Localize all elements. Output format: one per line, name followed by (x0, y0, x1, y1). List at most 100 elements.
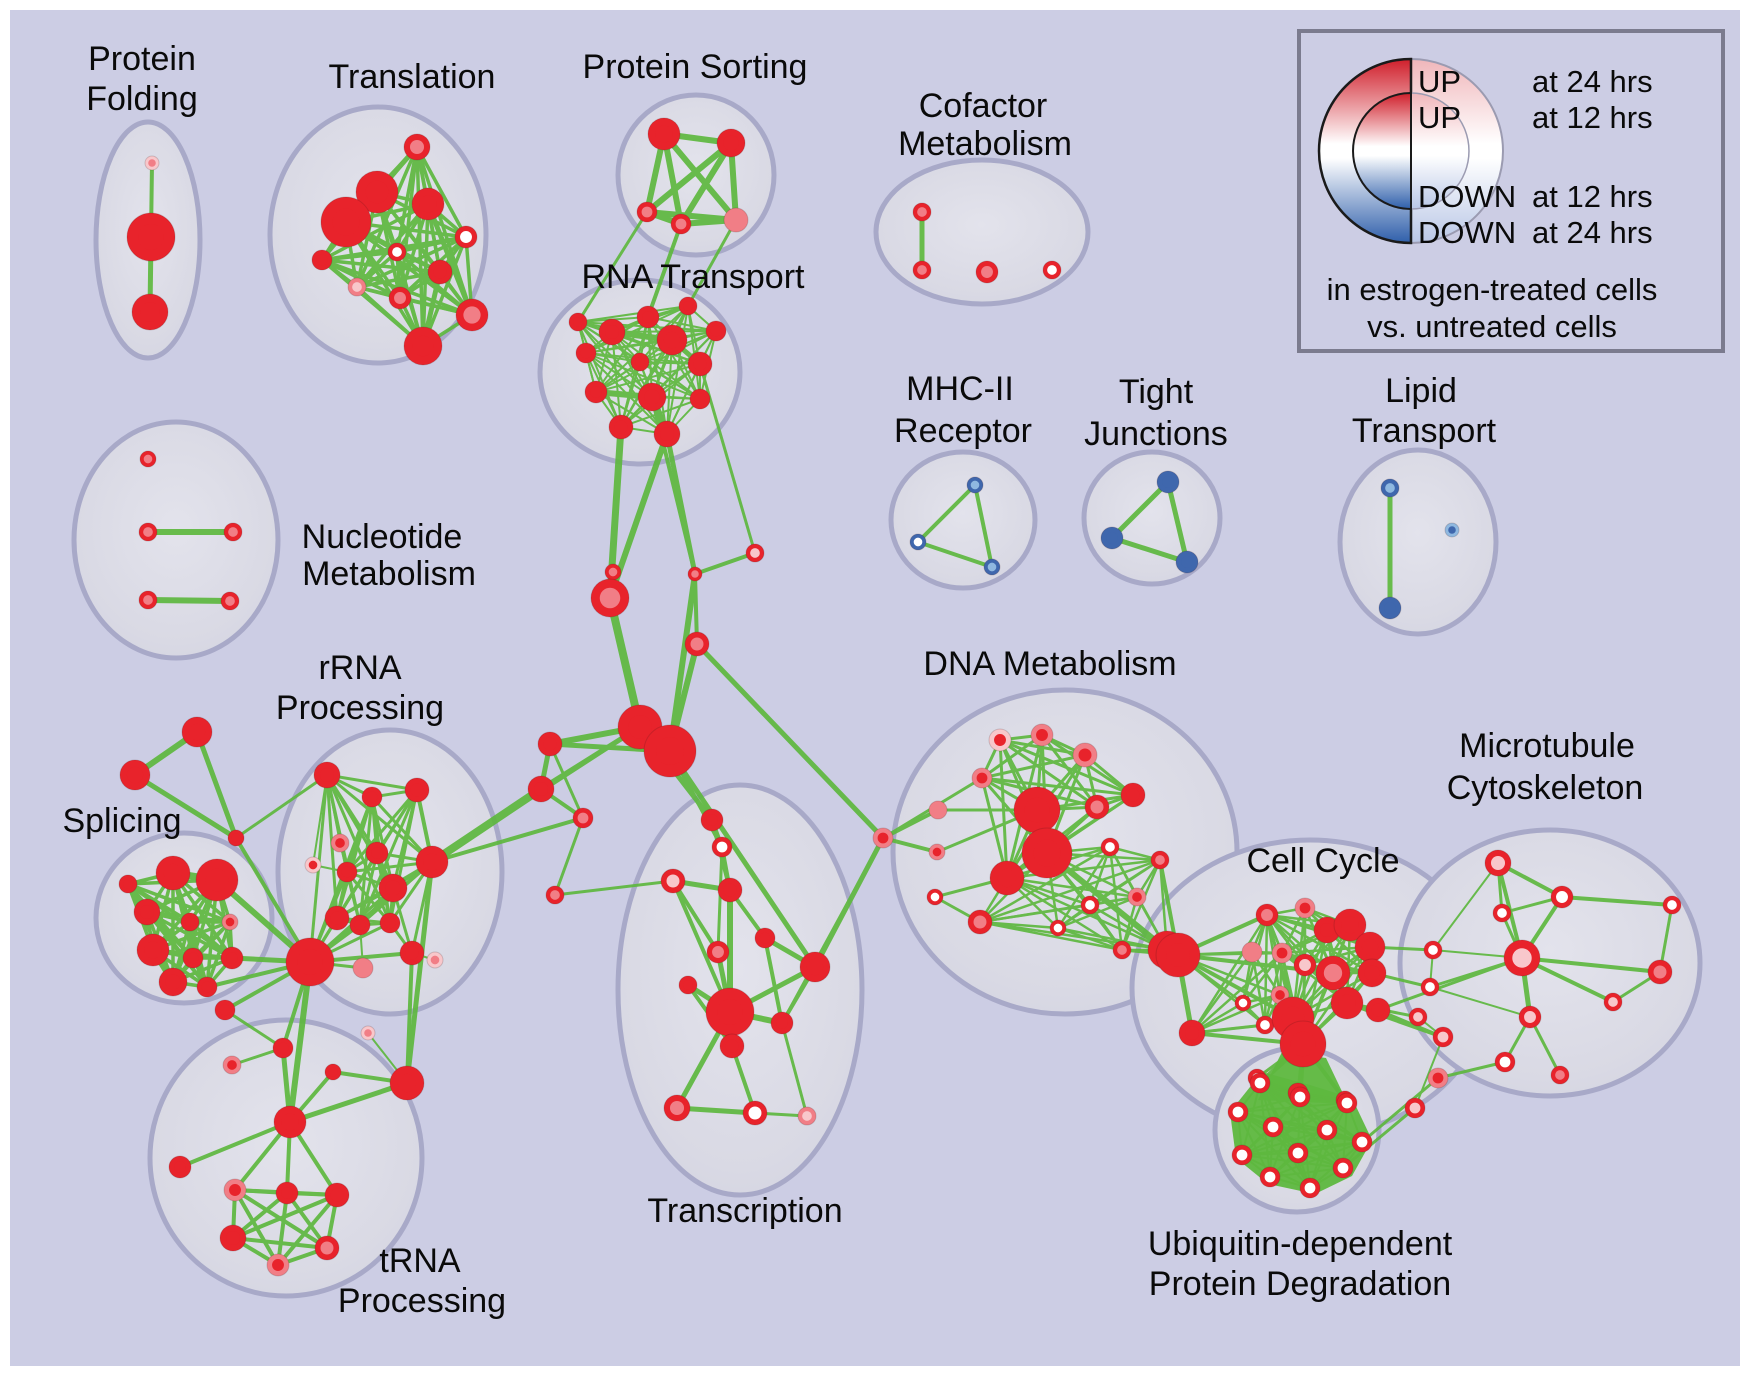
gene-node-cc2 (1294, 897, 1316, 919)
gene-node-inner-disc (970, 480, 980, 490)
cluster-label-ubiquitin_degradation: Ubiquitin-dependent (1148, 1225, 1453, 1263)
edge (276, 1193, 339, 1267)
gene-node-pf2 (126, 212, 176, 262)
edge (1056, 845, 1112, 930)
gene-node-tr7 (427, 259, 453, 285)
gene-node-cc16 (1279, 1020, 1327, 1068)
edge (234, 773, 329, 840)
gene-node-inner-disc (1290, 1031, 1316, 1057)
gene-node-inner-disc (1261, 909, 1273, 921)
gene-node-inner-disc (913, 537, 923, 547)
gene-node-inner-disc (277, 1042, 289, 1054)
cluster-label-cofactor_metabolism: Cofactor (919, 87, 1048, 125)
gene-node-inner-disc (1432, 1072, 1444, 1084)
edge (577, 305, 689, 323)
cluster-label-microtubule_cytoskeleton: Cytoskeleton (1447, 769, 1644, 807)
edge (231, 1193, 339, 1240)
gene-node-inner-disc (976, 772, 988, 784)
edge (577, 321, 701, 365)
gene-node-dn3 (1072, 742, 1098, 768)
cluster-label-microtubule_cytoskeleton: Microtubule (1459, 727, 1635, 765)
gene-node-rn14 (568, 312, 588, 332)
gene-node-inner-disc (229, 1184, 241, 1196)
gene-node-rn3 (598, 318, 626, 346)
gene-node-cn4 (590, 578, 630, 618)
gene-node-inner-disc (635, 357, 645, 367)
gene-node-inner-disc (423, 853, 441, 871)
edge (606, 594, 644, 731)
gene-node-inner-disc (644, 389, 660, 405)
cluster-label-cell_cycle: Cell Cycle (1246, 842, 1399, 880)
gene-node-inner-disc (281, 1113, 299, 1131)
edge (231, 1236, 329, 1250)
gene-node-rr13 (399, 940, 425, 966)
gene-node-inner-disc (205, 868, 229, 892)
module-ellipse-cofactor_metabolism (873, 157, 1091, 307)
cluster-label-rna_transport: RNA Transport (582, 258, 806, 296)
gene-node-inner-disc (394, 292, 406, 304)
gene-node-sp6 (136, 933, 170, 967)
gene-node-inner-disc (675, 218, 687, 230)
edge (644, 140, 734, 215)
gene-node-inner-disc (716, 841, 728, 853)
edge (1432, 862, 1499, 951)
legend-direction-label: UP (1418, 100, 1461, 135)
gene-node-rn5 (705, 320, 727, 342)
gene-node-cf3 (975, 260, 999, 284)
edge (973, 483, 994, 569)
gene-node-inner-disc (1338, 994, 1356, 1012)
gene-node-inner-disc (297, 949, 323, 975)
gene-node-dn2 (1030, 723, 1054, 747)
gene-node-mh3 (983, 558, 1001, 576)
edge (716, 845, 724, 954)
gene-node-lp1 (1380, 478, 1400, 498)
gene-node-ub8 (1231, 1144, 1253, 1166)
edge (553, 816, 585, 897)
gene-node-inner-disc (1608, 997, 1618, 1007)
gene-node-inner-disc (316, 254, 328, 266)
gene-node-inner-disc (669, 1100, 685, 1116)
cluster-label-trna_processing: tRNA (379, 1242, 461, 1280)
gene-node-tr6 (387, 242, 407, 262)
gene-node-dn4 (971, 767, 993, 789)
gene-node-tn6 (314, 1235, 340, 1261)
gene-node-mt10 (1647, 959, 1673, 985)
edge (1414, 1036, 1444, 1109)
edge (395, 250, 474, 317)
gene-node-st2 (119, 759, 151, 791)
gene-node-inner-disc (1166, 943, 1190, 967)
gene-node-inner-disc (723, 135, 739, 151)
cluster-label-dna_metabolism: DNA Metabolism (923, 645, 1176, 683)
gene-node-inner-disc (1384, 602, 1396, 614)
gene-node-dn18 (1049, 919, 1067, 937)
edge (1056, 895, 1139, 930)
gene-node-cn2 (687, 566, 703, 582)
gene-node-nm3 (138, 590, 158, 610)
legend-time-label: at 12 hrs (1532, 179, 1653, 214)
gene-node-cn3 (745, 543, 765, 563)
gene-node-inner-disc (1047, 265, 1057, 275)
edge (1269, 1167, 1344, 1178)
gene-node-inner-disc (917, 265, 927, 275)
edge (595, 391, 668, 435)
gene-node-sp10 (196, 976, 218, 998)
gene-node-inner-disc (655, 736, 685, 766)
gene-node-inner-disc (1162, 476, 1174, 488)
gene-node-inner-disc (663, 331, 681, 349)
gene-node-dn12 (1100, 837, 1120, 857)
gene-node-nm1 (138, 522, 158, 542)
edge (1108, 845, 1124, 952)
gene-node-inner-disc (308, 860, 318, 870)
edge (1297, 1141, 1363, 1154)
gene-node-ps2 (716, 128, 746, 158)
gene-node-rr3 (404, 777, 430, 803)
gene-node-inner-disc (188, 723, 206, 741)
gene-node-inner-disc (748, 1106, 762, 1120)
gene-node-inner-disc (1132, 892, 1142, 902)
gene-node-rr6 (365, 841, 389, 865)
gene-node-inner-disc (691, 570, 699, 578)
gene-node-inner-disc (1232, 1106, 1244, 1118)
gene-node-tr1 (403, 133, 431, 161)
edge (1429, 986, 1531, 1018)
